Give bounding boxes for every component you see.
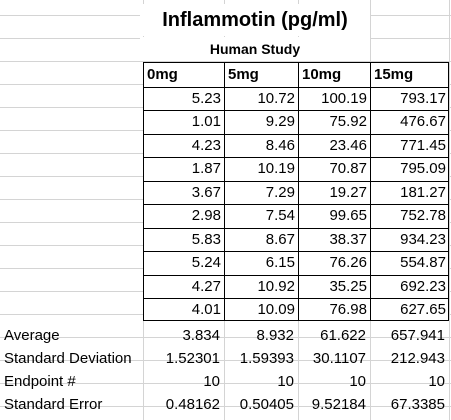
stat-value[interactable]: 10	[277, 373, 294, 390]
table-cell[interactable]: 181.27	[400, 183, 446, 201]
table-cell[interactable]: 1.01	[191, 113, 221, 130]
stat-label[interactable]: Average	[4, 327, 60, 344]
table-cell[interactable]: 100.19	[321, 89, 367, 107]
table-cell[interactable]: 771.45	[400, 136, 446, 154]
table-cell[interactable]: 99.65	[329, 207, 367, 224]
stat-label[interactable]: Endpoint #	[4, 373, 76, 390]
stat-value[interactable]: 67.3385	[390, 396, 445, 413]
table-cell[interactable]: 75.92	[329, 113, 367, 130]
stat-value[interactable]: 8.932	[256, 327, 294, 344]
table-cell[interactable]: 5.83	[191, 230, 221, 248]
table-border-horizontal	[144, 204, 448, 205]
gridline-horizontal	[0, 61, 451, 62]
table-cell[interactable]: 10.92	[257, 277, 295, 295]
table-cell[interactable]: 38.37	[329, 230, 367, 248]
table-cell[interactable]: 8.46	[265, 136, 295, 154]
table-cell[interactable]: 23.46	[329, 136, 367, 154]
table-cell[interactable]: 476.67	[400, 113, 446, 130]
table-cell[interactable]: 76.26	[329, 254, 367, 271]
table-cell[interactable]: 4.27	[191, 277, 221, 295]
gridline-vertical	[449, 0, 450, 420]
table-cell[interactable]: 70.87	[329, 160, 367, 177]
table-border-horizontal	[144, 180, 448, 182]
table-border-vertical	[298, 63, 299, 320]
stat-value[interactable]: 30.1107	[312, 350, 366, 367]
table-cell[interactable]: 5.23	[191, 89, 221, 107]
table-border-horizontal	[144, 274, 448, 276]
table-cell[interactable]: 3.67	[191, 183, 221, 201]
stat-label[interactable]: Standard Error	[4, 396, 103, 413]
gridline-horizontal	[0, 337, 451, 338]
column-header[interactable]: 10mg	[302, 66, 342, 83]
stat-value[interactable]: 10	[428, 373, 445, 390]
table-cell[interactable]: 793.17	[400, 89, 446, 107]
stat-value[interactable]: 9.52184	[311, 396, 366, 413]
table-cell[interactable]: 6.15	[265, 254, 295, 271]
stat-value[interactable]: 10	[349, 373, 366, 390]
table-cell[interactable]: 35.25	[329, 277, 367, 295]
table-border-horizontal	[144, 133, 448, 135]
table-border-vertical	[370, 63, 371, 320]
table-cell[interactable]: 8.67	[265, 230, 295, 248]
table-cell[interactable]: 10.72	[257, 89, 295, 107]
stat-value[interactable]: 10	[203, 373, 220, 390]
table-cell[interactable]: 795.09	[400, 160, 446, 177]
table-cell[interactable]: 752.78	[400, 207, 446, 224]
table-cell[interactable]: 7.29	[265, 183, 295, 201]
table-border-horizontal	[144, 110, 448, 111]
data-table: 0mg 5mg 10mg 15mg 5.23 10.72 100.19 793.17 1.01 9…	[143, 62, 449, 321]
table-cell[interactable]: 554.87	[400, 254, 446, 271]
table-cell[interactable]: 692.23	[400, 277, 446, 295]
table-cell[interactable]: 10.19	[257, 160, 295, 177]
table-border-horizontal	[144, 157, 448, 158]
stat-value[interactable]: 0.50405	[239, 396, 294, 413]
table-cell[interactable]: 9.29	[265, 113, 295, 130]
table-cell[interactable]: 5.24	[191, 254, 221, 271]
stat-value[interactable]: 61.622	[320, 327, 366, 344]
stat-value[interactable]: 3.834	[182, 327, 220, 344]
table-cell[interactable]: 10.09	[257, 301, 295, 318]
table-cell[interactable]: 4.01	[191, 301, 221, 318]
table-cell[interactable]: 934.23	[400, 230, 446, 248]
table-border-vertical	[224, 63, 225, 320]
column-header[interactable]: 15mg	[374, 66, 414, 83]
stat-value[interactable]: 657.941	[390, 327, 445, 344]
sheet-subtitle[interactable]: Human Study	[140, 37, 370, 61]
table-cell[interactable]: 7.54	[265, 207, 295, 224]
table-border-horizontal	[144, 298, 448, 299]
table-border-horizontal	[144, 86, 448, 88]
stat-label[interactable]: Standard Deviation	[4, 350, 132, 367]
stat-value[interactable]: 0.48162	[165, 396, 220, 413]
sheet-title[interactable]: Inflammotin (pg/ml)	[140, 4, 370, 36]
gridline-horizontal	[0, 383, 451, 384]
table-cell[interactable]: 19.27	[329, 183, 367, 201]
gridline-horizontal	[0, 406, 451, 407]
table-cell[interactable]: 76.98	[329, 301, 367, 318]
stat-value[interactable]: 1.59393	[239, 350, 294, 367]
column-header[interactable]: 5mg	[228, 66, 259, 83]
stat-value[interactable]: 1.52301	[165, 350, 220, 367]
table-cell[interactable]: 2.98	[191, 207, 221, 224]
gridline-horizontal	[0, 360, 451, 361]
stat-value[interactable]: 212.943	[390, 350, 445, 367]
table-cell[interactable]: 1.87	[191, 160, 221, 177]
table-cell[interactable]: 627.65	[400, 301, 446, 318]
table-border-horizontal	[144, 227, 448, 229]
table-cell[interactable]: 4.23	[191, 136, 221, 154]
column-header[interactable]: 0mg	[147, 66, 178, 83]
table-border-horizontal	[144, 251, 448, 252]
